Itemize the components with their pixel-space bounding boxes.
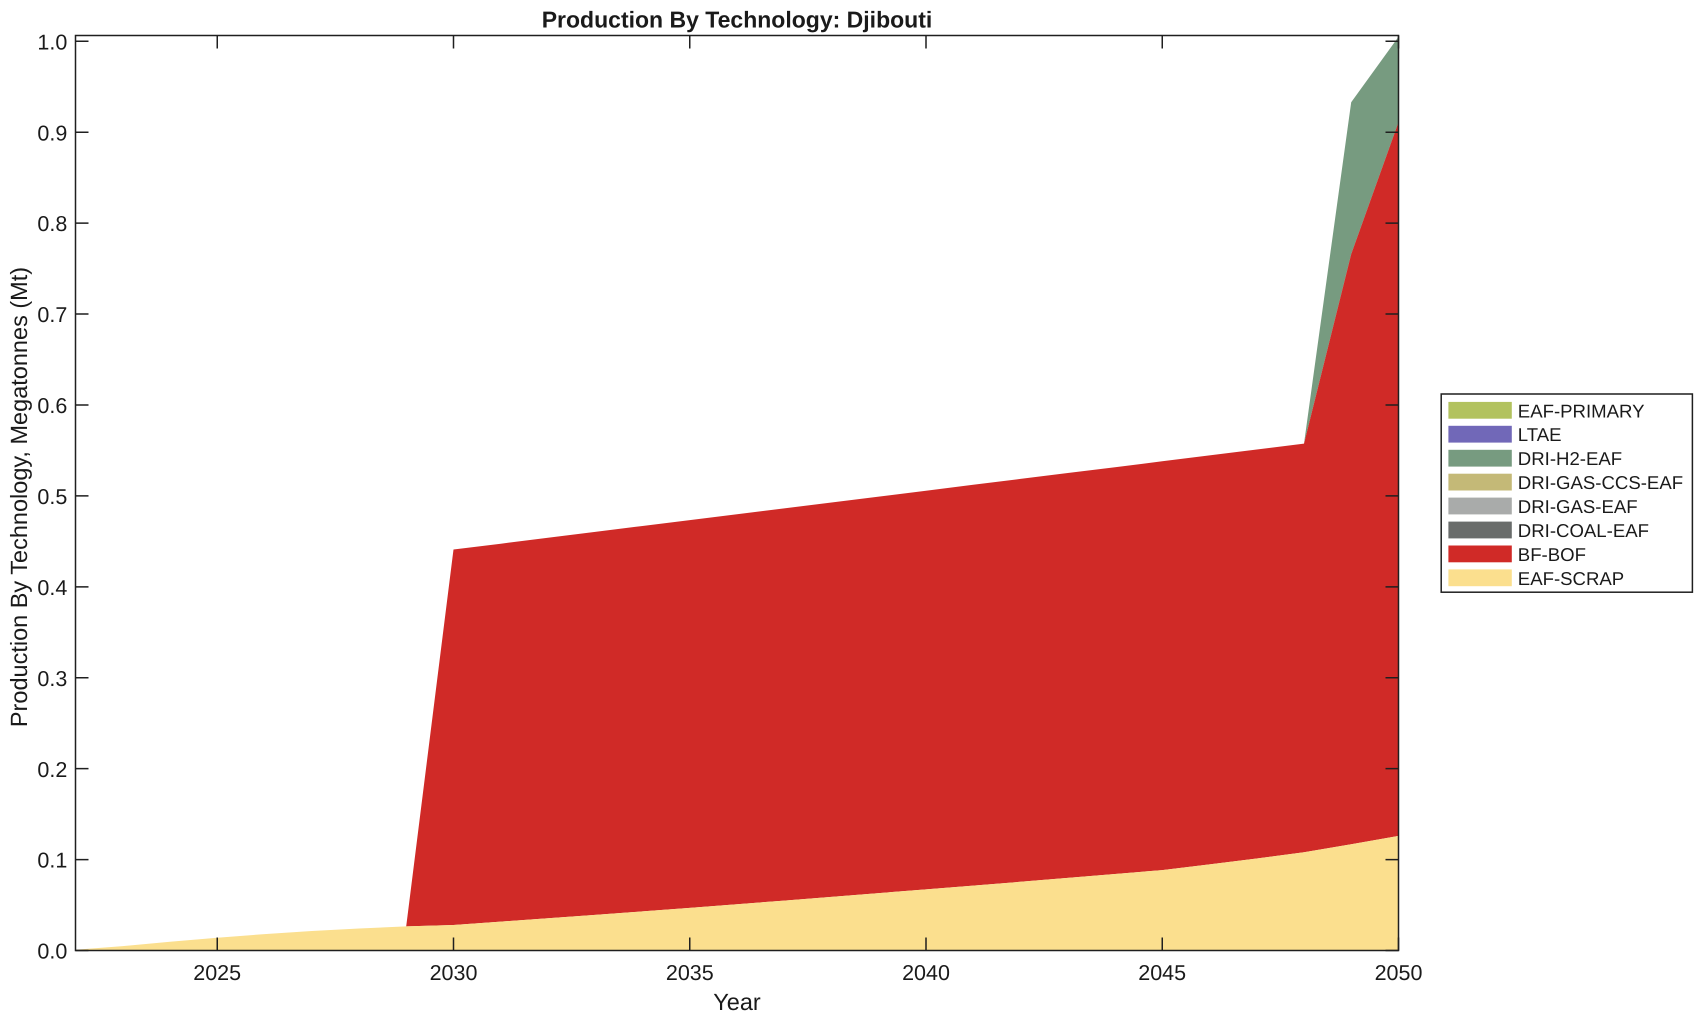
svg-text:0.4: 0.4	[37, 576, 67, 600]
svg-text:0.2: 0.2	[37, 758, 67, 782]
svg-text:2030: 2030	[430, 961, 478, 985]
svg-text:LTAE: LTAE	[1518, 424, 1562, 445]
svg-text:0.9: 0.9	[37, 121, 67, 145]
svg-text:0.6: 0.6	[37, 394, 67, 418]
svg-text:0.3: 0.3	[37, 667, 67, 691]
svg-text:2035: 2035	[666, 961, 714, 985]
svg-text:0.5: 0.5	[37, 485, 67, 509]
svg-text:EAF-SCRAP: EAF-SCRAP	[1518, 568, 1624, 589]
svg-text:Production By Technology: Djib: Production By Technology: Djibouti	[542, 7, 933, 33]
svg-text:2025: 2025	[193, 961, 241, 985]
svg-text:DRI-GAS-CCS-EAF: DRI-GAS-CCS-EAF	[1518, 472, 1683, 493]
svg-text:DRI-H2-EAF: DRI-H2-EAF	[1518, 448, 1622, 469]
svg-text:DRI-GAS-EAF: DRI-GAS-EAF	[1518, 496, 1638, 517]
svg-text:0.7: 0.7	[37, 303, 67, 327]
svg-text:EAF-PRIMARY: EAF-PRIMARY	[1518, 400, 1645, 421]
svg-text:0.1: 0.1	[37, 849, 67, 873]
svg-text:Production By Technology, Mega: Production By Technology, Megatonnes (Mt…	[6, 267, 32, 727]
svg-text:0.0: 0.0	[37, 940, 67, 964]
svg-text:2050: 2050	[1375, 961, 1423, 985]
svg-text:2045: 2045	[1138, 961, 1186, 985]
svg-text:1.0: 1.0	[37, 30, 67, 54]
svg-text:2040: 2040	[902, 961, 950, 985]
svg-text:BF-BOF: BF-BOF	[1518, 544, 1586, 565]
svg-text:Year: Year	[713, 989, 761, 1015]
svg-text:0.8: 0.8	[37, 212, 67, 236]
svg-text:DRI-COAL-EAF: DRI-COAL-EAF	[1518, 520, 1649, 541]
